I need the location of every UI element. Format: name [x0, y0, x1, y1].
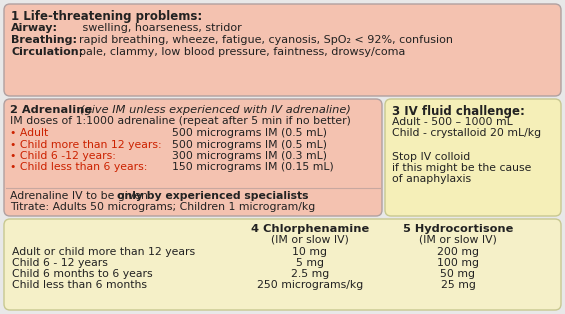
- Text: 250 micrograms/kg: 250 micrograms/kg: [257, 280, 363, 290]
- Text: 50 mg: 50 mg: [441, 269, 476, 279]
- Text: 500 micrograms IM (0.5 mL): 500 micrograms IM (0.5 mL): [172, 139, 327, 149]
- Text: swelling, hoarseness, stridor: swelling, hoarseness, stridor: [72, 23, 242, 33]
- Text: Breathing:: Breathing:: [11, 35, 77, 45]
- Text: 10 mg: 10 mg: [293, 247, 328, 257]
- Text: 2.5 mg: 2.5 mg: [291, 269, 329, 279]
- Text: Child 6 - 12 years: Child 6 - 12 years: [12, 258, 108, 268]
- Text: • Child less than 6 years:: • Child less than 6 years:: [10, 163, 147, 172]
- FancyBboxPatch shape: [4, 4, 561, 96]
- Text: (IM or slow IV): (IM or slow IV): [419, 235, 497, 245]
- Text: only by experienced specialists: only by experienced specialists: [117, 191, 308, 201]
- Text: • Child 6 -12 years:: • Child 6 -12 years:: [10, 151, 116, 161]
- Text: of anaphylaxis: of anaphylaxis: [392, 175, 471, 185]
- FancyBboxPatch shape: [4, 99, 382, 216]
- Text: Airway:: Airway:: [11, 23, 58, 33]
- FancyBboxPatch shape: [385, 99, 561, 216]
- Text: Adult - 500 – 1000 mL: Adult - 500 – 1000 mL: [392, 117, 513, 127]
- Text: Adrenaline IV to be given: Adrenaline IV to be given: [10, 191, 151, 201]
- Text: Child - crystalloid 20 mL/kg: Child - crystalloid 20 mL/kg: [392, 128, 541, 138]
- FancyBboxPatch shape: [4, 219, 561, 310]
- Text: 5 Hydrocortisone: 5 Hydrocortisone: [403, 224, 513, 234]
- Text: rapid breathing, wheeze, fatigue, cyanosis, SpO₂ < 92%, confusion: rapid breathing, wheeze, fatigue, cyanos…: [72, 35, 453, 45]
- Text: • Adult: • Adult: [10, 128, 48, 138]
- Text: 4 Chlorphenamine: 4 Chlorphenamine: [251, 224, 369, 234]
- Text: 500 micrograms IM (0.5 mL): 500 micrograms IM (0.5 mL): [172, 128, 327, 138]
- Text: • Child more than 12 years:: • Child more than 12 years:: [10, 139, 162, 149]
- Text: (IM or slow IV): (IM or slow IV): [271, 235, 349, 245]
- Text: Stop IV colloid: Stop IV colloid: [392, 151, 470, 161]
- Text: 3 IV fluid challenge:: 3 IV fluid challenge:: [392, 105, 525, 118]
- Text: 2 Adrenaline: 2 Adrenaline: [10, 105, 96, 115]
- Text: 25 mg: 25 mg: [441, 280, 475, 290]
- Text: IM doses of 1:1000 adrenaline (repeat after 5 min if no better): IM doses of 1:1000 adrenaline (repeat af…: [10, 116, 351, 126]
- Text: if this might be the cause: if this might be the cause: [392, 163, 531, 173]
- Text: Circulation:: Circulation:: [11, 47, 83, 57]
- Text: Adult or child more than 12 years: Adult or child more than 12 years: [12, 247, 195, 257]
- Text: (give IM unless experienced with IV adrenaline): (give IM unless experienced with IV adre…: [80, 105, 351, 115]
- Text: 200 mg: 200 mg: [437, 247, 479, 257]
- Text: 1 Life-threatening problems:: 1 Life-threatening problems:: [11, 10, 202, 23]
- Text: pale, clammy, low blood pressure, faintness, drowsy/coma: pale, clammy, low blood pressure, faintn…: [72, 47, 405, 57]
- Text: Titrate: Adults 50 micrograms; Children 1 microgram/kg: Titrate: Adults 50 micrograms; Children …: [10, 202, 315, 212]
- Text: 100 mg: 100 mg: [437, 258, 479, 268]
- Text: 300 micrograms IM (0.3 mL): 300 micrograms IM (0.3 mL): [172, 151, 327, 161]
- Text: Child 6 months to 6 years: Child 6 months to 6 years: [12, 269, 153, 279]
- Text: 150 micrograms IM (0.15 mL): 150 micrograms IM (0.15 mL): [172, 163, 334, 172]
- Text: Child less than 6 months: Child less than 6 months: [12, 280, 147, 290]
- Text: 5 mg: 5 mg: [296, 258, 324, 268]
